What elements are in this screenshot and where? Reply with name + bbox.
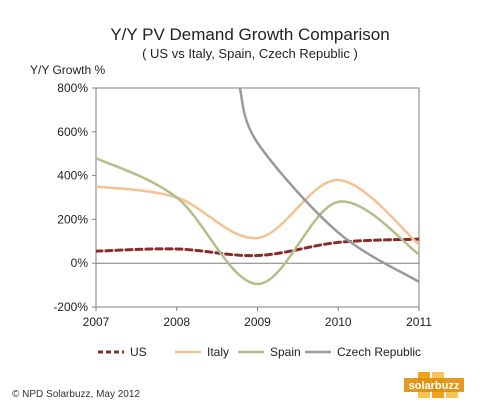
series-line-us: [96, 237, 419, 258]
copyright-note: © NPD Solarbuzz, May 2012: [12, 389, 140, 400]
x-tick-label: 2008: [163, 315, 190, 329]
y-tick-label: 400%: [57, 169, 88, 183]
legend-label-czech-republic: Czech Republic: [337, 345, 421, 359]
y-tick-label: 800%: [57, 81, 88, 95]
x-axis-ticks: 2007 2008 2009 2010 2011: [83, 307, 432, 329]
series-line-spain: [96, 156, 419, 286]
y-axis-ticks: -200% 0% 200% 400% 600% 800%: [53, 81, 96, 314]
x-tick-label: 2007: [83, 315, 110, 329]
logo-wordmark: solarbuzz: [409, 380, 460, 392]
y-tick-label: 600%: [57, 125, 88, 139]
chart-title: Y/Y PV Demand Growth Comparison: [110, 25, 389, 44]
series-lines: [96, 88, 419, 286]
y-axis-label: Y/Y Growth %: [30, 63, 105, 77]
legend-label-italy: Italy: [207, 345, 229, 359]
series-line-czech-republic: [238, 88, 419, 284]
legend-label-spain: Spain: [270, 345, 301, 359]
y-tick-label: 200%: [57, 212, 88, 226]
chart-subtitle: ( US vs Italy, Spain, Czech Republic ): [142, 46, 358, 61]
x-tick-label: 2010: [325, 315, 352, 329]
solarbuzz-logo: solarbuzz: [404, 372, 464, 398]
x-tick-label: 2009: [244, 315, 271, 329]
y-tick-label: -200%: [53, 300, 88, 314]
legend-label-us: US: [130, 345, 147, 359]
y-tick-label: 0%: [71, 256, 89, 270]
series-line-italy: [96, 178, 419, 246]
x-tick-label: 2011: [406, 315, 432, 329]
legend: US Italy Spain Czech Republic: [98, 345, 421, 359]
